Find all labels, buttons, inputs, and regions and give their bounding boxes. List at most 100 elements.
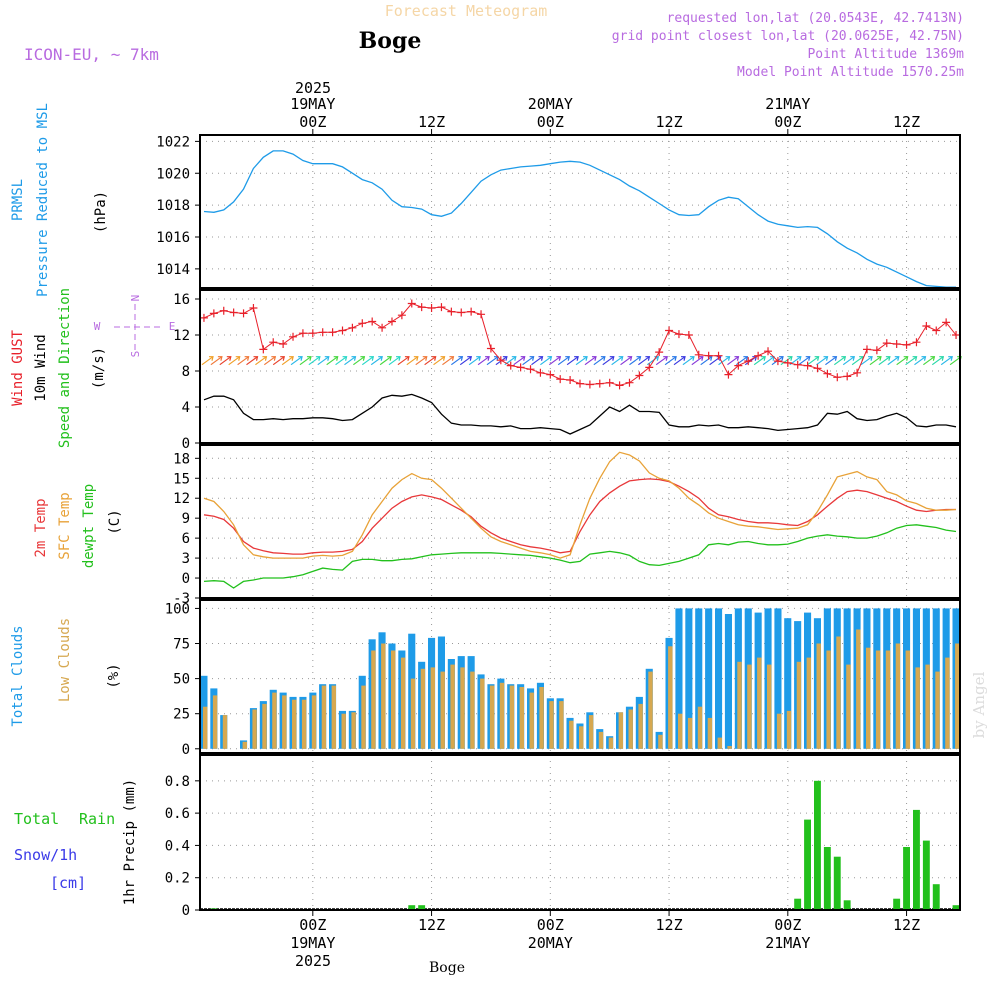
- gust-point: [635, 371, 644, 380]
- wind-arrow-head: [645, 356, 651, 361]
- wind-arrow-head: [761, 356, 766, 361]
- temp-label-unit: (C): [107, 509, 123, 534]
- precip-bar: [913, 809, 920, 910]
- wind-arrow-head: [583, 356, 588, 361]
- wind-arrow-head: [333, 356, 339, 361]
- precip-bar: [804, 819, 811, 910]
- wind-arrow: [219, 356, 232, 366]
- gridpoint-coords: grid point closest lon,lat (20.0625E, 42…: [612, 29, 964, 44]
- wind-arrow: [620, 356, 632, 366]
- ytick-label: 12: [173, 328, 190, 344]
- wind-arrow-head: [342, 356, 348, 361]
- wind-arrow-head: [787, 356, 793, 361]
- wind-arrow-head: [413, 356, 419, 361]
- gust-point: [387, 317, 396, 326]
- gust-point: [259, 345, 268, 354]
- wind-arrow: [780, 356, 793, 366]
- gust-point: [348, 323, 357, 332]
- precip-label-rain: Rain: [79, 810, 115, 828]
- wind-arrow-head: [903, 356, 909, 361]
- panel-precip: 0 0.2 0.4 0.6 0.8: [165, 755, 960, 919]
- wind-arrow: [860, 356, 873, 366]
- cloud-ylabels: Total Clouds Low Clouds (%): [10, 618, 122, 727]
- low-cloud-bar: [381, 643, 386, 749]
- wind-arrow: [816, 356, 828, 366]
- ytick-label: 9: [182, 511, 190, 527]
- wind-arrow-head: [565, 356, 570, 361]
- total-cloud-bar: [784, 618, 792, 749]
- panel-pressure: 1014 1016 1018 1020 1022: [156, 134, 960, 288]
- low-cloud-bar: [945, 657, 950, 749]
- total-cloud-bar: [774, 608, 782, 749]
- low-cloud-bar: [935, 671, 940, 749]
- wind-arrow-head: [244, 356, 250, 361]
- gust-point: [516, 363, 525, 372]
- gust-point: [269, 338, 278, 347]
- gust-point: [674, 330, 683, 339]
- wind-arrow-head: [930, 356, 936, 361]
- gust-point: [595, 379, 604, 388]
- ytick-label: 1016: [156, 230, 190, 246]
- wind-arrow: [869, 356, 882, 366]
- wind-arrow: [931, 356, 944, 366]
- low-cloud-bar: [737, 661, 742, 749]
- wind-arrow: [379, 356, 392, 366]
- wind-arrow-head: [431, 356, 437, 361]
- bottom-day-label: 20MAY: [528, 934, 573, 952]
- wind-arrow-head: [520, 356, 526, 361]
- gust-point: [249, 304, 258, 312]
- precip-bar: [922, 840, 930, 910]
- low-cloud-bar: [776, 713, 782, 749]
- low-cloud-bar: [361, 685, 366, 749]
- low-cloud-bar: [499, 682, 505, 749]
- temp-label-2m: 2m Temp: [33, 498, 49, 557]
- wind-arrow-head: [600, 356, 606, 361]
- precip-label-snow: Snow/1h: [14, 846, 77, 864]
- low-cloud-bar: [400, 657, 406, 749]
- panel-frame-pressure: [199, 134, 961, 289]
- low-cloud-bar: [579, 726, 584, 749]
- wind-arrow-head: [681, 356, 686, 361]
- wind-arrow: [513, 356, 526, 366]
- low-cloud-bar: [480, 678, 485, 749]
- low-cloud-bar: [826, 650, 831, 749]
- wind-arrow-head: [698, 356, 704, 361]
- gust-point: [615, 381, 624, 390]
- wind-arrow-head: [538, 356, 544, 361]
- gust-point: [526, 365, 535, 374]
- gust-point: [783, 358, 792, 367]
- low-cloud-bar: [757, 657, 762, 749]
- precip-bar: [794, 898, 802, 910]
- wind-arrow-head: [289, 356, 294, 361]
- gust-line: [203, 302, 957, 386]
- low-cloud-bar: [598, 731, 604, 749]
- pressure-label-unit: (hPa): [93, 191, 109, 233]
- wind-arrow: [673, 356, 686, 366]
- low-cloud-bar: [331, 685, 336, 749]
- wind-arrow-head: [324, 356, 330, 361]
- gust-point: [477, 310, 486, 319]
- low-cloud-bar: [796, 661, 802, 749]
- wind-arrow: [833, 356, 846, 366]
- low-cloud-bar: [806, 657, 811, 749]
- wind-arrow: [753, 356, 766, 366]
- wind-speed-line: [203, 393, 957, 435]
- bottom-hour-label: 12Z: [418, 916, 445, 934]
- wind-arrow-head: [280, 356, 285, 361]
- wind-arrow-head: [502, 356, 508, 361]
- wind-arrow: [272, 356, 285, 366]
- wind-arrow: [237, 356, 249, 366]
- compass-s: S: [129, 351, 142, 358]
- cloud-bars: [200, 608, 960, 749]
- wind-arrow-head: [529, 356, 535, 361]
- wind-arrow-head: [422, 356, 428, 361]
- wind-arrow: [397, 356, 410, 366]
- wind-arrow: [807, 356, 819, 366]
- wind-arrow: [317, 356, 330, 366]
- total-cloud-bar: [675, 608, 683, 749]
- gust-point: [942, 318, 951, 327]
- pressure-label-long: Pressure Reduced to MSL: [35, 103, 51, 297]
- low-cloud-bar: [747, 664, 752, 749]
- wind-arrow: [940, 356, 953, 366]
